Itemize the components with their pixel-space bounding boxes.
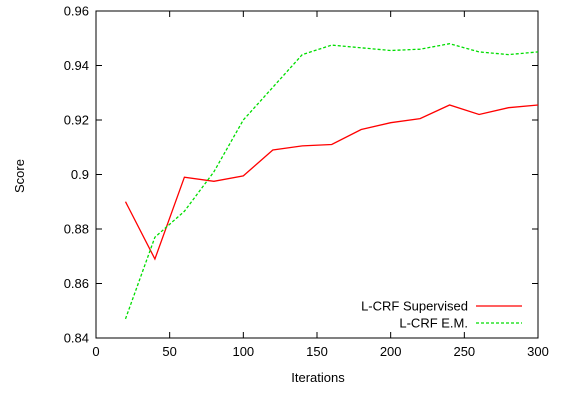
x-tick-label: 300 (527, 344, 549, 359)
x-tick-label: 100 (232, 344, 254, 359)
x-tick-label: 0 (92, 344, 99, 359)
x-tick-label: 50 (162, 344, 176, 359)
legend: L-CRF Supervised L-CRF E.M. (361, 299, 522, 331)
x-tick-label: 150 (306, 344, 328, 359)
plot-frame (95, 10, 539, 339)
x-tick-label: 250 (453, 344, 475, 359)
y-axis-label: Score (12, 159, 27, 193)
y-tick-label: 0.92 (64, 113, 89, 128)
y-tick-label: 0.9 (71, 167, 89, 182)
y-tick-label: 0.94 (64, 58, 89, 73)
y-tick-label: 0.86 (64, 276, 89, 291)
x-tick-label: 200 (380, 344, 402, 359)
y-tick-label: 0.84 (64, 331, 89, 346)
legend-label: L-CRF E.M. (399, 316, 468, 331)
x-axis-label: Iterations (291, 370, 345, 385)
y-tick-label: 0.88 (64, 222, 89, 237)
axes-group: 0 50 100 150 200 250 300 0.84 0.86 0.88 0.9 0.92 0.9… (64, 4, 549, 360)
series-line (124, 43, 539, 320)
legend-label: L-CRF Supervised (361, 299, 468, 314)
series-group (124, 43, 539, 320)
series-line (124, 104, 539, 261)
y-tick-label: 0.96 (64, 4, 89, 19)
